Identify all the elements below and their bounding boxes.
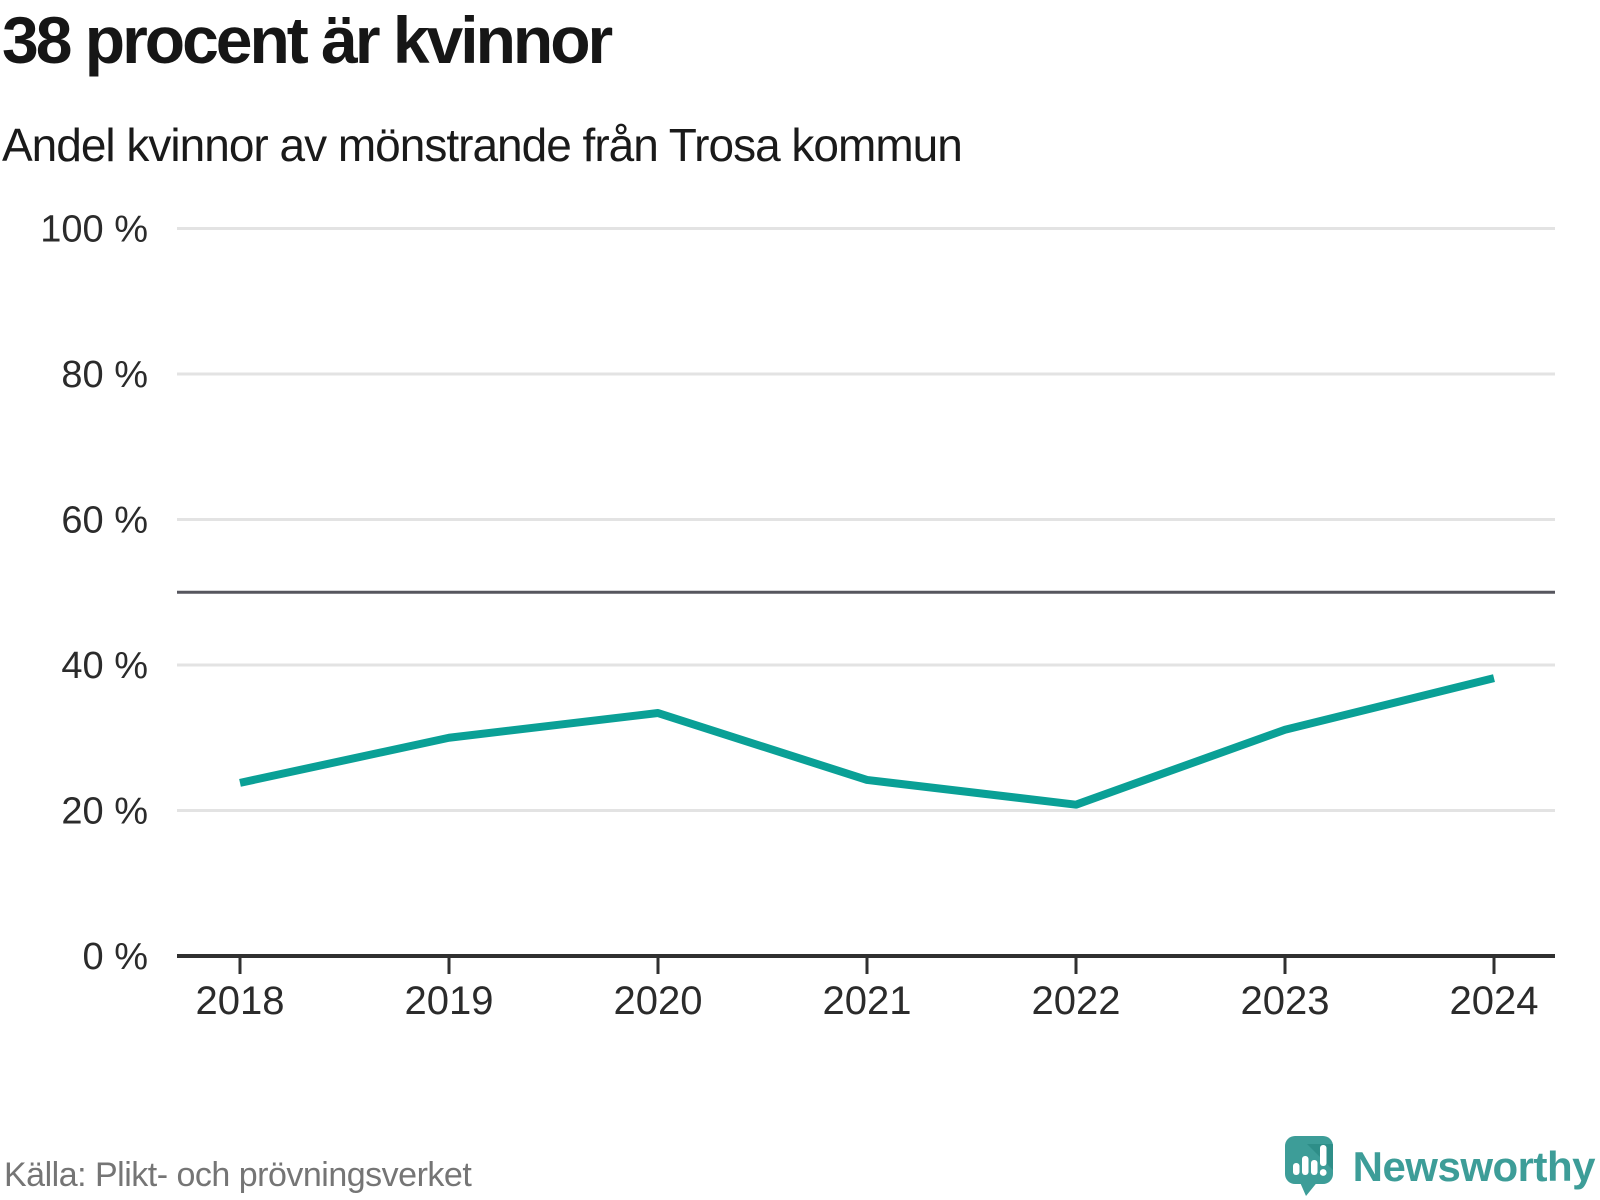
svg-text:80 %: 80 % xyxy=(61,354,148,396)
svg-text:2021: 2021 xyxy=(823,979,912,1023)
svg-text:2020: 2020 xyxy=(614,979,703,1023)
chart-title: 38 procent är kvinnor xyxy=(2,3,613,77)
svg-text:40 %: 40 % xyxy=(61,645,148,687)
gridlines xyxy=(177,227,1555,812)
speech-bubble-bar-chart-exclamation-icon xyxy=(1284,1136,1333,1196)
svg-text:2019: 2019 xyxy=(405,979,494,1023)
chart-subtitle: Andel kvinnor av mönstrande från Trosa k… xyxy=(2,119,963,171)
newsworthy-wordmark: Newsworthy xyxy=(1352,1143,1596,1190)
svg-text:0 %: 0 % xyxy=(83,936,148,978)
svg-text:100 %: 100 % xyxy=(40,209,148,251)
y-axis-labels: 0 % 20 % 40 % 60 % 80 % 100 % xyxy=(40,209,148,979)
svg-text:2024: 2024 xyxy=(1450,979,1539,1023)
source-note: Källa: Plikt- och prövningsverket xyxy=(4,1156,472,1194)
svg-text:2018: 2018 xyxy=(196,979,285,1023)
data-line xyxy=(239,674,1495,809)
svg-text:60 %: 60 % xyxy=(61,500,148,542)
svg-text:2022: 2022 xyxy=(1032,979,1121,1023)
svg-text:20 %: 20 % xyxy=(61,791,148,833)
x-axis xyxy=(177,954,1555,974)
newsworthy-logo: Newsworthy xyxy=(1284,1136,1596,1198)
svg-text:2023: 2023 xyxy=(1241,979,1330,1023)
x-axis-labels: 2018 2019 2020 2021 2022 2023 2024 xyxy=(196,979,1539,1023)
